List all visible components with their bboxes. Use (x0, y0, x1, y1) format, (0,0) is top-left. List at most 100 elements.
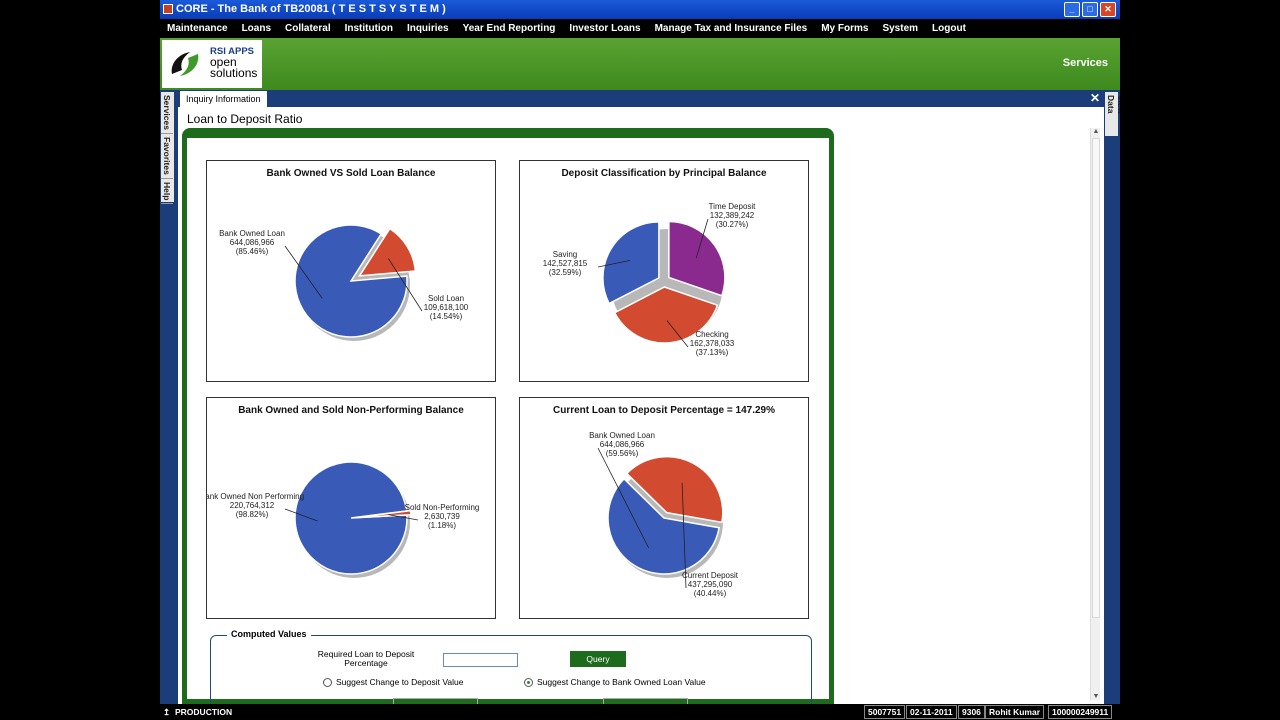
close-window-button[interactable]: ✕ (1100, 2, 1116, 17)
slice-percent-label: (32.59%) (549, 268, 582, 277)
left-side-tabs: Services Favorites Help (161, 92, 174, 205)
tab-strip: Inquiry Information ✕ (178, 90, 1104, 107)
minimize-button[interactable]: _ (1064, 2, 1080, 17)
chart-title: Bank Owned and Sold Non-Performing Balan… (238, 405, 464, 416)
leader-line (388, 514, 419, 521)
pie-svg: Bank Owned Non Performing220,764,312(98.… (207, 461, 480, 578)
slice-percent-label: (37.13%) (696, 348, 729, 357)
charts-container: Bank Owned VS Sold Loan Balance Bank Own… (182, 128, 834, 715)
pie-slice[interactable] (625, 455, 724, 524)
pie-slice[interactable] (668, 220, 726, 297)
chart-title: Current Loan to Deposit Percentage = 147… (552, 405, 775, 416)
pie-slice[interactable] (294, 224, 408, 338)
radio-deposit-dot[interactable] (323, 678, 332, 688)
menu-inquiries[interactable]: Inquiries (406, 23, 449, 34)
slice-name-label: Current Deposit (682, 571, 739, 580)
menu-system[interactable]: System (882, 23, 919, 34)
environment-icon: ↥ (163, 707, 171, 717)
query-button[interactable]: Query (570, 651, 626, 667)
side-tab-services[interactable]: Services (161, 92, 173, 134)
radio-loan-dot[interactable] (524, 678, 533, 688)
scroll-up-icon[interactable]: ▲ (1092, 128, 1100, 135)
scroll-thumb[interactable] (1092, 138, 1100, 618)
services-link[interactable]: Services (1062, 57, 1108, 69)
leader-line (597, 447, 649, 549)
app-icon (163, 4, 173, 14)
required-percentage-label: Required Loan to Deposit Percentage (317, 649, 415, 668)
menu-institution[interactable]: Institution (344, 23, 393, 34)
menu-investor-loans[interactable]: Investor Loans (569, 23, 641, 34)
slice-name-label: Saving (553, 250, 577, 259)
logo-text-bottom: open solutions (210, 55, 258, 80)
chart-deposit-classification: Deposit Classification by Principal Bala… (519, 160, 809, 382)
leader-line (387, 258, 423, 312)
slice-value-label: 437,295,090 (688, 580, 733, 589)
status-account: 100000249911 (1048, 705, 1113, 719)
menu-manage-tax-insurance[interactable]: Manage Tax and Insurance Files (654, 23, 808, 34)
slice-value-label: 109,618,100 (424, 303, 469, 312)
menu-my-forms[interactable]: My Forms (821, 23, 869, 34)
right-side-tabs: View Data (1105, 92, 1120, 136)
menu-maintenance[interactable]: Maintenance (167, 23, 228, 34)
leader-line (666, 320, 689, 348)
status-user-id: 5007751 (864, 705, 906, 719)
suggest-field-1[interactable] (393, 698, 478, 708)
slice-name-label: Bank Owned Loan (219, 229, 285, 238)
pie-slice[interactable] (358, 227, 417, 277)
suggest-field-2[interactable] (603, 698, 688, 708)
slice-percent-label: (59.56%) (606, 449, 639, 458)
scroll-down-icon[interactable]: ▼ (1092, 693, 1100, 700)
logo-swoosh-icon (171, 52, 199, 76)
company-logo: RSI APPS open solutions (162, 40, 262, 88)
pie-slice[interactable] (607, 477, 721, 575)
status-bar: ↥ PRODUCTION 5007751 02-11-2011 9306 Roh… (160, 704, 1120, 720)
slice-name-label: Time Deposit (709, 202, 757, 211)
side-tab-help[interactable]: Help (161, 179, 173, 205)
maximize-button[interactable]: □ (1082, 2, 1098, 17)
required-percentage-input[interactable] (443, 653, 518, 667)
slice-percent-label: (98.82%) (236, 510, 269, 519)
chart-title: Deposit Classification by Principal Bala… (561, 168, 767, 179)
radio-loan-value[interactable]: Suggest Change to Bank Owned Loan Value (524, 677, 706, 688)
application-window: CORE - The Bank of TB20081 ( T E S T S Y… (160, 0, 1120, 720)
slice-name-label: Sold Non-Performing (405, 503, 480, 512)
slice-value-label: 644,086,966 (600, 440, 645, 449)
slice-value-label: 162,378,033 (690, 339, 735, 348)
slice-name-label: Bank Owned Non Performing (207, 492, 304, 501)
menu-loans[interactable]: Loans (241, 23, 272, 34)
slice-name-label: Sold Loan (428, 294, 464, 303)
window-title: CORE - The Bank of TB20081 ( T E S T S Y… (176, 3, 446, 15)
status-date: 02-11-2011 (906, 705, 957, 719)
slice-percent-label: (1.18%) (428, 521, 456, 530)
menu-logout[interactable]: Logout (932, 23, 966, 34)
app-header: RSI APPS open solutions Services (160, 38, 1120, 90)
pie-slice[interactable] (613, 286, 719, 344)
pie-slice[interactable] (354, 509, 412, 519)
side-tab-view-data[interactable]: View Data (1106, 95, 1120, 115)
leader-line (284, 508, 318, 522)
leader-line (695, 218, 709, 259)
vertical-scrollbar[interactable]: ▲ ▼ (1090, 128, 1100, 700)
pie-slice[interactable] (294, 461, 408, 575)
tab-inquiry-information[interactable]: Inquiry Information (180, 91, 267, 107)
computed-values-group: Computed Values Required Loan to Deposit… (210, 629, 812, 715)
radio-loan-label: Suggest Change to Bank Owned Loan Value (537, 677, 706, 687)
chart-bank-owned-vs-sold: Bank Owned VS Sold Loan Balance Bank Own… (206, 160, 496, 382)
slice-name-label: Checking (695, 330, 728, 339)
inquiry-panel: Inquiry Information ✕ Loan to Deposit Ra… (178, 90, 1104, 715)
pie-slice[interactable] (602, 221, 660, 305)
radio-deposit-value[interactable]: Suggest Change to Deposit Value (323, 677, 463, 688)
close-tab-icon[interactable]: ✕ (1089, 91, 1100, 105)
title-bar: CORE - The Bank of TB20081 ( T E S T S Y… (160, 0, 1120, 19)
side-tab-favorites[interactable]: Favorites (161, 134, 173, 179)
slice-value-label: 644,086,966 (230, 238, 275, 247)
menu-bar: Maintenance Loans Collateral Institution… (160, 19, 1120, 38)
menu-year-end-reporting[interactable]: Year End Reporting (462, 23, 556, 34)
leader-line (597, 260, 631, 268)
menu-collateral[interactable]: Collateral (285, 23, 331, 34)
slice-percent-label: (40.44%) (694, 589, 727, 598)
logo-text-top: RSI APPS (210, 46, 254, 57)
chart-title: Bank Owned VS Sold Loan Balance (266, 168, 436, 179)
computed-values-legend: Computed Values (227, 629, 311, 639)
